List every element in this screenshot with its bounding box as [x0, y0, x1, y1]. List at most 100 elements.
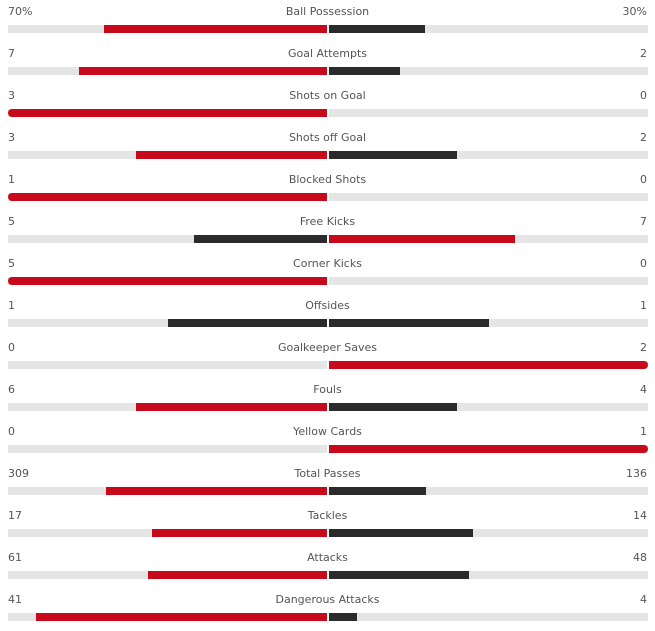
home-bar-track [8, 67, 327, 75]
stat-row: 5 Corner Kicks 0 [0, 253, 655, 295]
away-bar-track [329, 529, 648, 537]
away-bar-track [329, 361, 648, 369]
stat-label: Offsides [305, 299, 350, 312]
home-bar [148, 571, 327, 579]
stat-home-value: 5 [8, 257, 15, 270]
stat-label: Goalkeeper Saves [277, 341, 378, 354]
stat-row: 309 Total Passes 136 [0, 463, 655, 505]
stat-home-value: 0 [8, 425, 15, 438]
stat-away-value: 14 [633, 509, 647, 522]
home-bar [8, 109, 327, 117]
home-bar-track [8, 235, 327, 243]
stat-row: 5 Free Kicks 7 [0, 211, 655, 253]
stat-away-value: 48 [633, 551, 647, 564]
stat-away-value: 4 [640, 593, 647, 606]
stat-label: Fouls [313, 383, 342, 396]
away-bar-track [329, 277, 648, 285]
stat-label: Tackles [307, 509, 348, 522]
stat-label: Dangerous Attacks [275, 593, 380, 606]
stat-row: 3 Shots on Goal 0 [0, 85, 655, 127]
home-bar-track [8, 109, 327, 117]
home-bar-track [8, 361, 327, 369]
stat-label: Shots on Goal [289, 89, 366, 102]
home-bar-track [8, 193, 327, 201]
home-bar [103, 25, 327, 33]
stat-row: 0 Goalkeeper Saves 2 [0, 337, 655, 379]
home-bar-track [8, 403, 327, 411]
away-bar [329, 235, 516, 243]
stat-home-value: 17 [8, 509, 22, 522]
home-bar-track [8, 319, 327, 327]
stat-away-value: 0 [640, 89, 647, 102]
home-bar [36, 613, 327, 621]
home-bar-track [8, 151, 327, 159]
away-bar [329, 67, 400, 75]
home-bar [152, 529, 327, 537]
stat-away-value: 0 [640, 173, 647, 186]
stat-home-value: 3 [8, 131, 15, 144]
home-bar [8, 193, 327, 201]
stat-row: 1 Blocked Shots 0 [0, 169, 655, 211]
away-bar-track [329, 25, 648, 33]
home-bar-track [8, 571, 327, 579]
away-bar [329, 25, 425, 33]
stat-label: Ball Possession [285, 5, 370, 18]
away-bar [329, 151, 457, 159]
stat-home-value: 70% [8, 5, 33, 18]
stat-label: Goal Attempts [287, 47, 367, 60]
away-bar-track [329, 235, 648, 243]
home-bar-track [8, 445, 327, 453]
stat-home-value: 61 [8, 551, 22, 564]
home-bar-track [8, 277, 327, 285]
stat-away-value: 0 [640, 257, 647, 270]
away-bar-track [329, 403, 648, 411]
stat-home-value: 6 [8, 383, 15, 396]
stat-home-value: 309 [8, 467, 29, 480]
away-bar-track [329, 487, 648, 495]
stat-away-value: 30% [622, 5, 647, 18]
stat-away-value: 7 [640, 215, 647, 228]
stat-label: Corner Kicks [293, 257, 362, 270]
stat-home-value: 5 [8, 215, 15, 228]
away-bar [329, 403, 457, 411]
stat-label: Attacks [307, 551, 348, 564]
stat-away-value: 2 [640, 47, 647, 60]
stat-row: 6 Fouls 4 [0, 379, 655, 421]
stat-home-value: 1 [8, 299, 15, 312]
stat-row: 70% Ball Possession 30% [0, 1, 655, 43]
stat-away-value: 1 [640, 299, 647, 312]
home-bar [135, 151, 327, 159]
away-bar [329, 487, 427, 495]
stat-away-value: 2 [640, 341, 647, 354]
home-bar [194, 235, 327, 243]
away-bar-track [329, 151, 648, 159]
away-bar-track [329, 571, 648, 579]
stat-away-value: 4 [640, 383, 647, 396]
stat-row: 3 Shots off Goal 2 [0, 127, 655, 169]
stat-row: 1 Offsides 1 [0, 295, 655, 337]
home-bar [167, 319, 327, 327]
stat-row: 41 Dangerous Attacks 4 [0, 589, 655, 631]
away-bar [329, 571, 470, 579]
stat-label: Shots off Goal [288, 131, 367, 144]
away-bar-track [329, 67, 648, 75]
home-bar [105, 487, 327, 495]
stat-home-value: 1 [8, 173, 15, 186]
stat-away-value: 2 [640, 131, 647, 144]
stat-label: Yellow Cards [293, 425, 362, 438]
home-bar [8, 277, 327, 285]
home-bar-track [8, 529, 327, 537]
away-bar-track [329, 109, 648, 117]
stat-home-value: 3 [8, 89, 15, 102]
stat-row: 61 Attacks 48 [0, 547, 655, 589]
home-bar [78, 67, 327, 75]
away-bar [329, 613, 358, 621]
stat-label: Blocked Shots [288, 173, 367, 186]
stat-home-value: 41 [8, 593, 22, 606]
home-bar-track [8, 487, 327, 495]
home-bar-track [8, 25, 327, 33]
away-bar-track [329, 445, 648, 453]
away-bar [329, 445, 648, 453]
away-bar [329, 361, 648, 369]
